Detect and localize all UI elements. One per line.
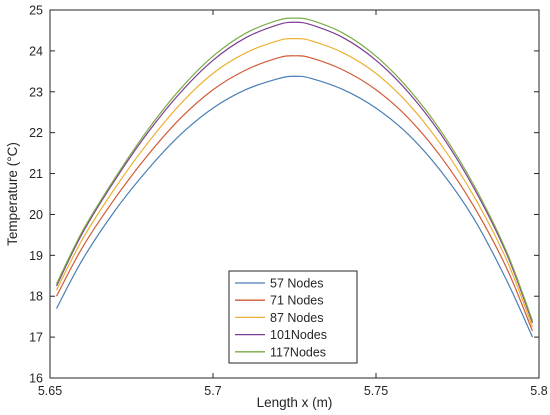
legend-label: 101Nodes	[270, 328, 327, 342]
y-tick-label: 21	[29, 167, 43, 181]
series-line-1	[55, 55, 534, 332]
x-tick-label: 5.7	[204, 384, 221, 398]
y-tick-label: 19	[29, 249, 43, 263]
legend-label: 117Nodes	[270, 345, 326, 359]
y-tick-label: 17	[29, 331, 43, 345]
series-line-3	[55, 21, 534, 324]
series-line-4	[55, 17, 534, 321]
y-tick-label: 20	[29, 208, 43, 222]
y-tick-label: 23	[29, 85, 43, 99]
y-tick-label: 25	[29, 4, 43, 18]
legend-label: 71 Nodes	[270, 294, 324, 308]
legend: 57 Nodes 71 Nodes 87 Nodes 101Nodes 117Nodes	[228, 270, 358, 364]
legend-label: 57 Nodes	[270, 277, 324, 291]
series-line-0	[55, 75, 534, 338]
legend-label: 87 Nodes	[270, 311, 324, 325]
y-tick-label: 22	[29, 126, 43, 140]
y-axis-label: Temperature (°C)	[5, 142, 20, 246]
x-tick-label: 5.75	[364, 384, 388, 398]
y-tick-label: 16	[29, 372, 43, 386]
y-tick-label: 24	[29, 44, 43, 58]
series-layer	[55, 17, 534, 338]
y-tick-label: 18	[29, 290, 43, 304]
axes-layer: 5.65 5.7 5.75 5.8 16 17 18 19 20 21 22 23 24 25	[29, 4, 548, 399]
x-tick-label: 5.65	[38, 384, 62, 398]
x-tick-label: 5.8	[530, 384, 547, 398]
series-line-2	[55, 38, 534, 328]
x-axis-label: Length x (m)	[257, 395, 333, 410]
